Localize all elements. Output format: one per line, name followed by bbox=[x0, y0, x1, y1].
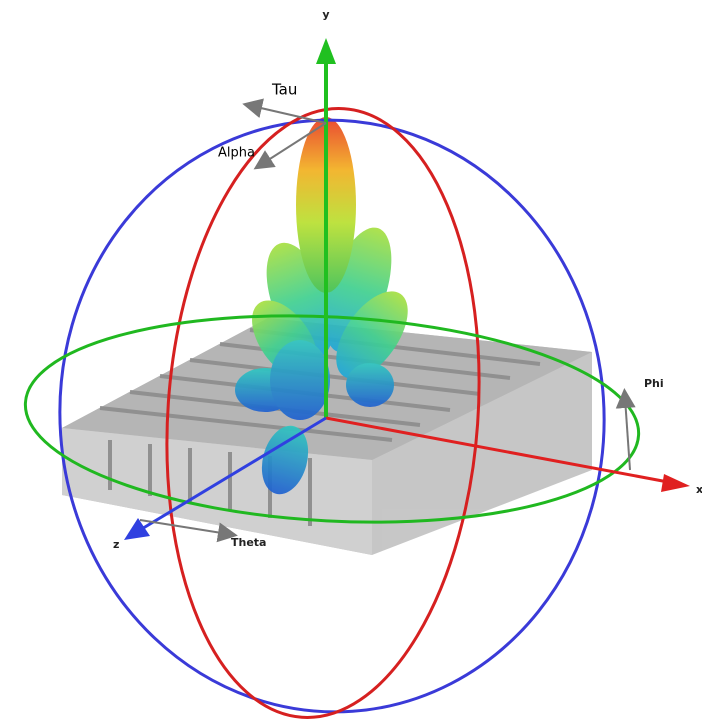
radiation-lobes bbox=[235, 117, 408, 495]
green-ring bbox=[23, 314, 641, 524]
x-axis-label: x bbox=[696, 483, 702, 496]
alpha-label: Alpha bbox=[218, 146, 255, 161]
z-axis-label: z bbox=[113, 538, 119, 551]
blue-ring bbox=[58, 118, 606, 714]
red-ring bbox=[165, 107, 481, 719]
phi-label: Phi bbox=[644, 377, 664, 390]
y-axis-label: y bbox=[322, 8, 329, 21]
theta-label: Theta bbox=[231, 536, 266, 549]
angle-arrows bbox=[139, 98, 636, 543]
tau-label: Tau bbox=[271, 81, 297, 99]
axes bbox=[124, 38, 690, 540]
